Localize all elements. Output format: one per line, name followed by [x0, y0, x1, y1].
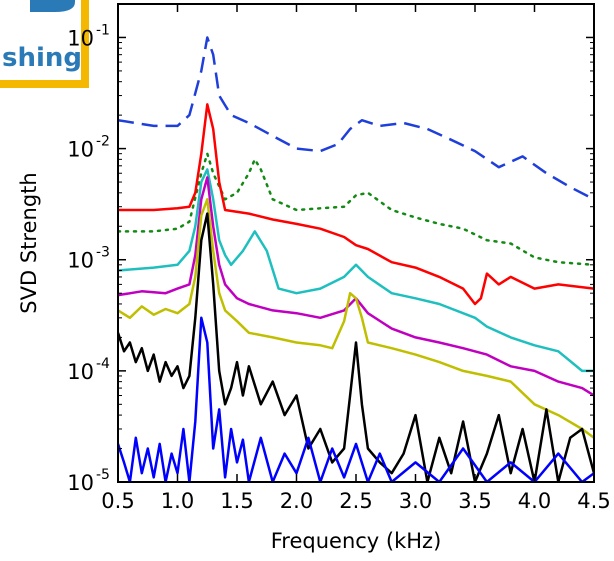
- series-line-8: [118, 316, 594, 482]
- y-tick-exponent: -2: [96, 134, 110, 150]
- x-tick-label: 4.0: [518, 489, 551, 513]
- tick-layer: 0.5 1.0 1.5 2.0 2.5 3.0 3.5 4.0 4.510 -510 -410 -31…: [67, 4, 611, 513]
- y-tick-label: 10: [67, 26, 94, 50]
- series-line-1: [118, 36, 594, 201]
- y-tick-exponent: -1: [96, 22, 110, 38]
- x-tick-label: 4.5: [577, 489, 610, 513]
- y-axis-label: SVD Strength: [17, 172, 41, 313]
- x-tick-label: 1.0: [161, 489, 194, 513]
- logo-text: shing: [2, 43, 82, 73]
- series-line-4: [118, 168, 594, 373]
- series-layer: [118, 36, 594, 482]
- logo-frame: [0, 0, 89, 88]
- x-axis-label: Frequency (kHz): [271, 529, 442, 553]
- series-line-5: [118, 176, 594, 397]
- y-tick-exponent: -5: [96, 467, 110, 483]
- y-tick-exponent: -4: [96, 356, 110, 372]
- x-tick-label: 3.0: [399, 489, 432, 513]
- logo-glyph: [30, 0, 75, 12]
- y-tick-label: 10: [67, 249, 94, 273]
- y-tick-exponent: -3: [96, 245, 110, 261]
- series-line-6: [118, 198, 594, 439]
- publisher-logo: shing: [0, 0, 89, 88]
- x-tick-label: 3.5: [458, 489, 491, 513]
- series-line-2: [118, 152, 594, 267]
- x-tick-label: 2.0: [280, 489, 313, 513]
- x-tick-label: 1.5: [220, 489, 253, 513]
- y-tick-label: 10: [67, 138, 94, 162]
- y-tick-label: 10: [67, 360, 94, 384]
- x-tick-label: 0.5: [101, 489, 134, 513]
- series-line-3: [118, 103, 594, 306]
- x-tick-label: 2.5: [339, 489, 372, 513]
- y-tick-label: 10: [67, 471, 94, 495]
- series-line-7: [118, 212, 594, 482]
- plot-frame: [117, 3, 595, 483]
